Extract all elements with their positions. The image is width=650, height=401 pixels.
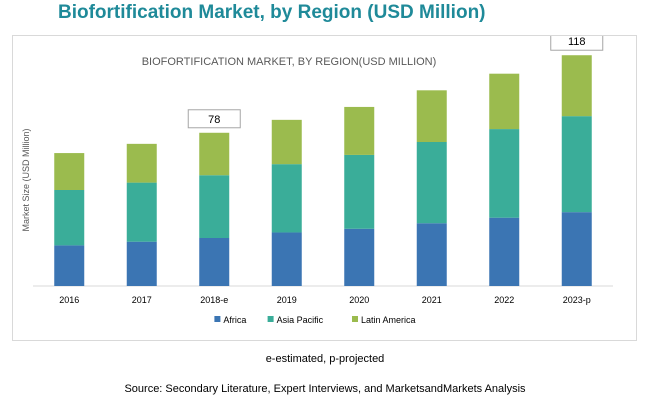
bar-latin-america-2018-e	[199, 132, 230, 176]
bar-africa-2023-p	[561, 212, 592, 286]
source-note: Source: Secondary Literature, Expert Int…	[124, 383, 526, 395]
bar-latin-america-2016	[54, 153, 85, 190]
bar-africa-2021	[416, 223, 447, 286]
legend-swatch-latin-america	[352, 316, 358, 322]
data-label-box	[187, 109, 241, 129]
bar-asia-pacific-2022	[489, 129, 520, 218]
bar-latin-america-2020	[344, 106, 375, 155]
y-axis-label: Market Size (USD Million)	[21, 128, 31, 231]
legend-swatch-asia-pacific	[267, 316, 274, 322]
x-tick-label: 2022	[494, 295, 514, 305]
bar-latin-america-2023-p	[561, 55, 592, 117]
stacked-bar-chart: BIOFORTIFICATION MARKET, BY REGION(USD M…	[21, 36, 613, 325]
x-tick-label: 2016	[59, 295, 79, 305]
legend: Africa Asia Pacific Latin America	[214, 315, 416, 325]
legend-label-latin-america: Latin America	[361, 315, 416, 325]
bar-group	[54, 55, 592, 286]
bar-asia-pacific-2021	[416, 142, 447, 224]
footnote: e-estimated, p-projected	[265, 353, 385, 365]
legend-label-africa: Africa	[223, 315, 246, 325]
bar-africa-2017	[126, 241, 157, 286]
x-tick-label: 2020	[349, 295, 369, 305]
bar-latin-america-2021	[416, 90, 447, 142]
bar-latin-america-2022	[489, 73, 520, 130]
legend-label-asia-pacific: Asia Pacific	[277, 315, 324, 325]
x-tick-group: 2016 2017 2018-e 2019 2020 2021 2022 2023-p	[59, 295, 591, 305]
bar-africa-2020	[344, 228, 375, 286]
bar-asia-pacific-2018-e	[199, 175, 230, 238]
bar-asia-pacific-2019	[271, 164, 302, 233]
bar-asia-pacific-2020	[344, 154, 375, 229]
x-tick-label: 2018-e	[200, 295, 228, 305]
chart-frame: BIOFORTIFICATION MARKET, BY REGION(USD M…	[12, 35, 637, 341]
bar-africa-2019	[271, 232, 302, 286]
data-label: 118	[568, 36, 586, 48]
data-label: 78	[208, 114, 220, 126]
data-label-box	[550, 36, 604, 51]
page-title: Biofortification Market, by Region (USD …	[58, 2, 486, 23]
x-tick-label: 2023-p	[563, 295, 591, 305]
x-tick-label: 2017	[132, 295, 152, 305]
x-tick-label: 2021	[422, 295, 442, 305]
bar-asia-pacific-2017	[126, 182, 157, 242]
bar-africa-2018-e	[199, 238, 230, 286]
bar-asia-pacific-2023-p	[561, 116, 592, 213]
chart-title: BIOFORTIFICATION MARKET, BY REGION(USD M…	[142, 56, 437, 68]
x-tick-label: 2019	[277, 295, 297, 305]
bar-africa-2022	[489, 217, 520, 286]
bar-asia-pacific-2016	[54, 190, 85, 246]
bar-latin-america-2019	[271, 119, 302, 165]
bar-africa-2016	[54, 245, 85, 286]
legend-swatch-africa	[214, 316, 221, 322]
bar-latin-america-2017	[126, 143, 157, 183]
annotation-group: 78 118	[187, 36, 604, 129]
